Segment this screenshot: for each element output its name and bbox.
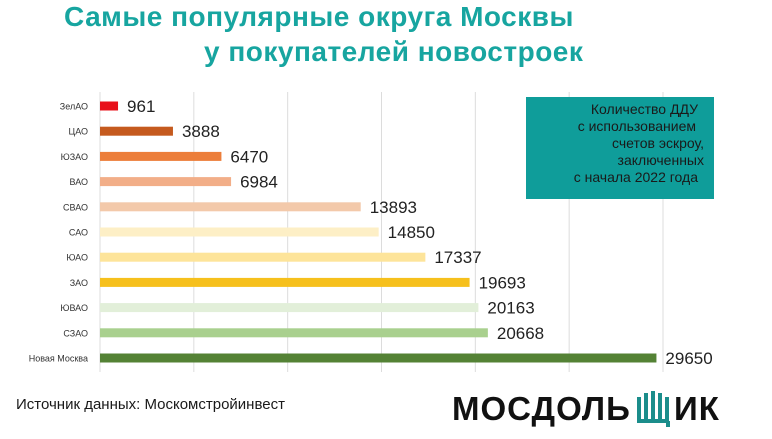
chart-title-line-2: у покупателей новостроек: [204, 36, 584, 67]
bar: [100, 252, 426, 262]
category-label: ЮЗАО: [61, 152, 88, 162]
category-label: ВАО: [69, 177, 88, 187]
category-label: САО: [69, 228, 88, 238]
shchit-letter-logo-icon: [637, 391, 670, 427]
category-label: ЮАО: [66, 253, 88, 263]
category-label: ЦАО: [69, 127, 88, 137]
category-label: СЗАО: [63, 328, 88, 338]
bar: [100, 353, 657, 363]
value-label: 14850: [388, 223, 435, 242]
value-label: 29650: [665, 349, 712, 368]
legend-line: с использованием: [577, 118, 696, 134]
value-label: 19693: [479, 273, 526, 292]
category-label: ЗАО: [70, 278, 88, 288]
value-label: 6470: [230, 147, 268, 166]
legend-box: Количество ДДУ с использованием счетов э…: [526, 97, 714, 199]
logo-text-right: ИК: [674, 390, 720, 427]
value-label: 3888: [182, 122, 220, 141]
source-note: Источник данных: Москомстройинвест: [16, 396, 285, 413]
bar: [100, 328, 488, 338]
bar: [100, 151, 222, 161]
bar: [100, 101, 119, 111]
bar: [100, 303, 479, 313]
bar: [100, 277, 470, 287]
legend-line: счетов эскроу,: [612, 135, 704, 151]
value-label: 20163: [487, 299, 534, 318]
logo-text-left: МОСДОЛЬ: [452, 390, 631, 427]
category-label: Новая Москва: [29, 354, 88, 364]
chart-title-line-1: Самые популярные округа Москвы: [64, 1, 574, 32]
value-label: 6984: [240, 173, 278, 192]
value-label: 13893: [370, 198, 417, 217]
bar: [100, 126, 173, 136]
category-label: ЗелАО: [60, 102, 88, 112]
bar: [100, 202, 361, 212]
value-label: 17337: [434, 248, 481, 267]
category-label: СВАО: [63, 202, 88, 212]
category-label: ЮВАО: [60, 303, 88, 313]
value-label: 961: [127, 97, 155, 116]
legend-line: с начала 2022 года: [573, 169, 698, 185]
bar: [100, 177, 232, 187]
legend-line: Количество ДДУ: [590, 101, 698, 117]
bar: [100, 227, 379, 237]
legend-line: заключенных: [617, 152, 704, 168]
value-label: 20668: [497, 324, 544, 343]
mosdolshchik-logo: МОСДОЛЬ ИК: [452, 389, 722, 429]
